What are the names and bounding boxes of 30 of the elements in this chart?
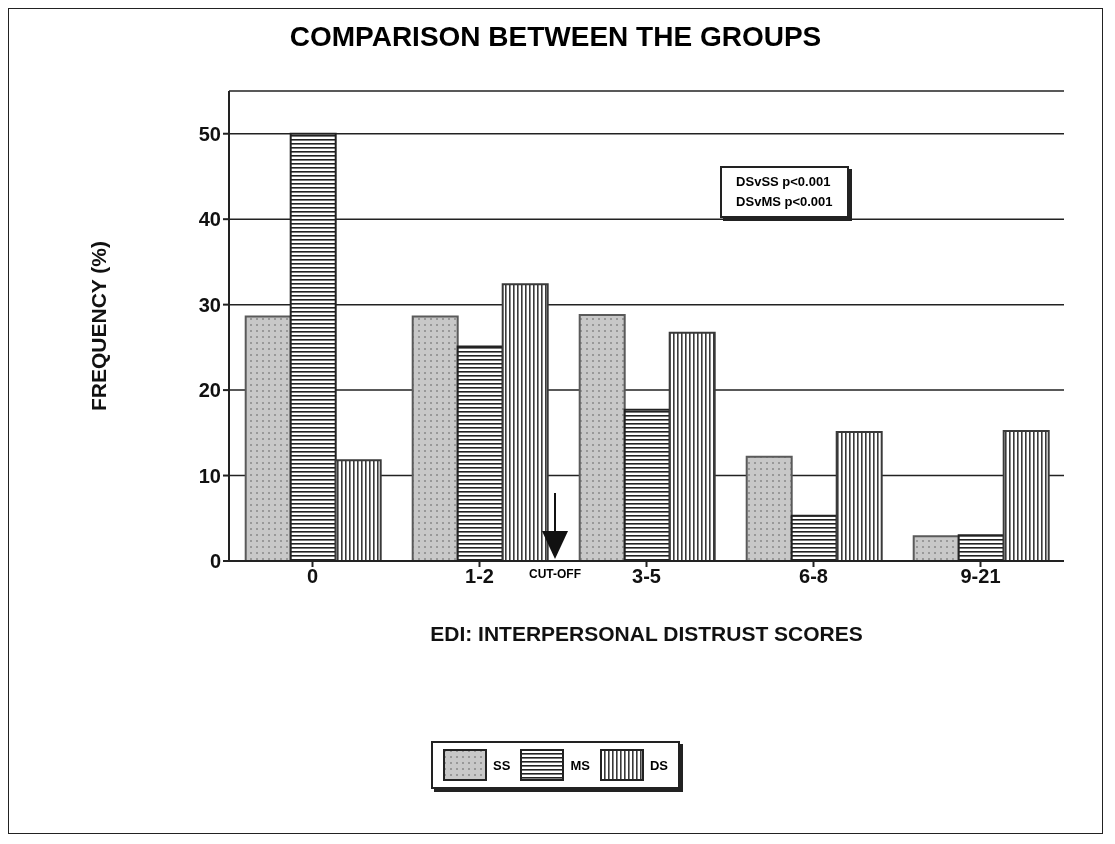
y-tick-label: 50 [198, 122, 221, 145]
x-tick-label: 6-8 [799, 565, 828, 588]
bar [334, 459, 382, 561]
y-tick-label: 20 [198, 379, 221, 402]
bar [411, 315, 459, 561]
legend-label: SS [493, 757, 511, 773]
bar [668, 331, 716, 561]
x-tick-label: 3-5 [632, 565, 661, 588]
bar [1002, 430, 1050, 561]
legend-label: DS [649, 757, 668, 773]
x-axis-title: EDI: INTERPERSONAL DISTRUST SCORES [430, 622, 863, 645]
bar [912, 535, 960, 561]
bar [745, 455, 793, 561]
legend-label: MS [570, 757, 590, 773]
y-axis-title: FREQUENCY (%) [87, 241, 111, 411]
x-tick-label: 0 [306, 565, 319, 588]
chart-title: COMPARISON BETWEEN THE GROUPS [288, 20, 823, 54]
bar [578, 313, 626, 561]
y-tick-label: 0 [209, 550, 221, 573]
bar [835, 430, 883, 561]
bar [244, 315, 292, 561]
y-tick-label: 10 [198, 464, 221, 487]
y-tick-label: 30 [198, 293, 221, 316]
annotation: DSvSS p<0.001 [736, 173, 832, 191]
x-tick-label: 1-2 [465, 565, 494, 588]
text: CUT-OFF [528, 567, 582, 581]
annotation: DSvMS p<0.001 [736, 193, 833, 211]
y-tick-label: 40 [198, 208, 221, 231]
bar [501, 283, 549, 561]
x-tick-label: 9-21 [960, 565, 1001, 588]
